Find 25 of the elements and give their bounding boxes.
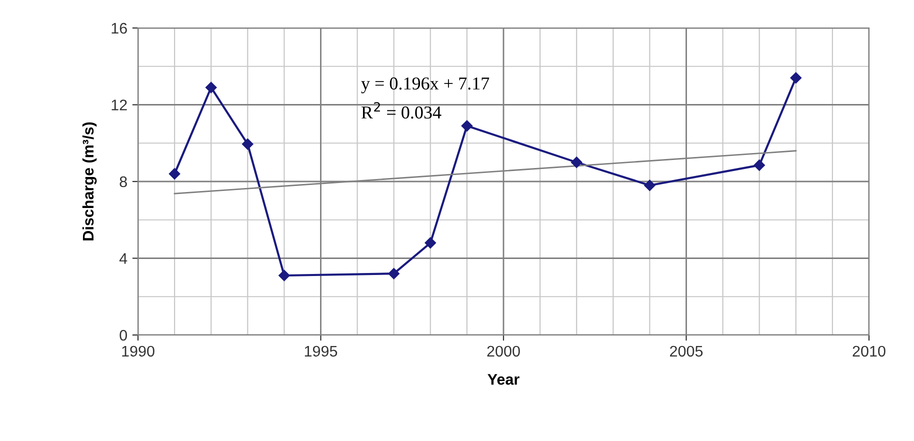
point <box>388 268 400 280</box>
x-tick-label: 2005 <box>670 346 703 357</box>
y-tick-label: 12 <box>112 100 127 110</box>
x-tick-label: 2000 <box>487 346 520 357</box>
point <box>278 270 290 282</box>
point <box>790 72 802 84</box>
y-tick-label: 16 <box>112 22 127 34</box>
annotation: R$^{2}$ = 0.034 <box>361 102 442 119</box>
x-tick-label: 1995 <box>304 346 338 357</box>
point <box>570 156 582 168</box>
point <box>754 160 765 171</box>
y-tick-label: 0 <box>120 330 127 341</box>
point <box>424 237 436 249</box>
x-axis-title: Year <box>488 374 520 385</box>
point <box>205 82 217 94</box>
x-tick-label: 2010 <box>852 346 886 357</box>
y-tick-label: 8 <box>120 176 127 188</box>
annotation: y = 0.196x + 7.17 <box>361 77 490 94</box>
x-tick-label: 1990 <box>122 346 154 357</box>
point <box>168 168 180 180</box>
y-tick-label: 4 <box>119 253 128 264</box>
point <box>242 138 254 150</box>
point <box>461 120 473 132</box>
y-axis-title: Discharge (m³/s) <box>82 122 97 240</box>
point <box>644 180 656 191</box>
